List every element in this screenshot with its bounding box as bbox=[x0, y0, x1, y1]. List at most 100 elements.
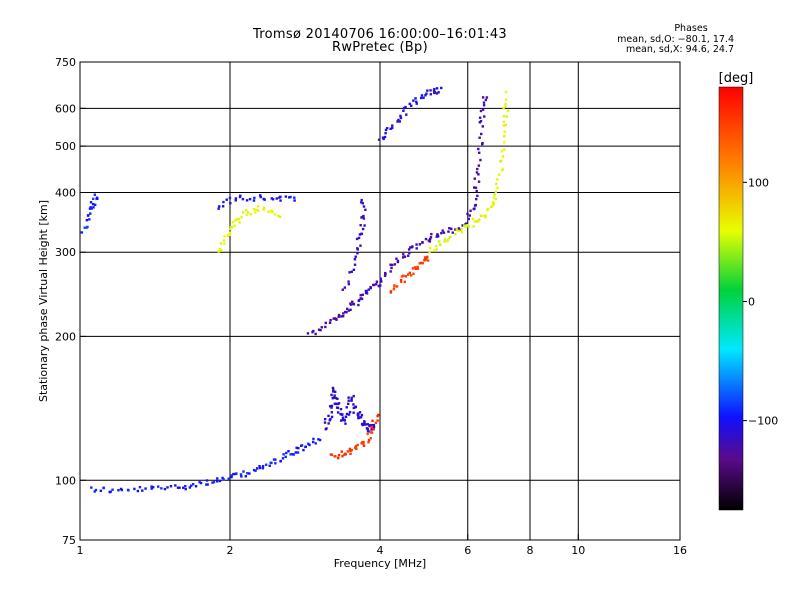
data-point bbox=[312, 329, 315, 333]
data-point bbox=[384, 128, 388, 132]
data-point bbox=[341, 455, 344, 458]
data-point bbox=[402, 253, 405, 256]
data-point bbox=[133, 487, 136, 491]
data-point bbox=[117, 489, 120, 492]
data-point bbox=[351, 300, 354, 303]
data-point bbox=[141, 489, 144, 492]
data-point bbox=[166, 486, 169, 489]
data-point bbox=[362, 214, 365, 218]
data-point bbox=[472, 225, 475, 228]
data-point bbox=[491, 200, 495, 204]
data-point bbox=[342, 312, 345, 315]
data-point bbox=[403, 106, 406, 110]
data-point bbox=[205, 483, 208, 486]
data-point bbox=[356, 248, 359, 251]
data-point bbox=[410, 245, 414, 249]
data-point bbox=[478, 136, 481, 139]
data-point bbox=[354, 405, 358, 408]
data-point bbox=[270, 197, 274, 200]
data-point bbox=[90, 486, 93, 489]
data-point bbox=[437, 240, 441, 243]
data-point bbox=[352, 303, 356, 306]
data-point bbox=[174, 484, 177, 487]
data-point bbox=[329, 417, 332, 421]
data-point bbox=[426, 89, 429, 92]
data-point bbox=[120, 488, 124, 492]
data-point bbox=[327, 422, 330, 425]
data-point bbox=[336, 406, 340, 410]
data-point bbox=[404, 275, 408, 278]
data-point bbox=[460, 228, 463, 231]
data-point bbox=[384, 272, 387, 276]
phases-title: Phases bbox=[674, 23, 708, 34]
data-point bbox=[340, 450, 343, 453]
data-point bbox=[442, 231, 446, 234]
data-point bbox=[328, 405, 332, 408]
data-point bbox=[241, 211, 245, 214]
data-point bbox=[360, 297, 364, 301]
data-point bbox=[248, 197, 252, 201]
data-point bbox=[380, 280, 383, 283]
data-point bbox=[253, 211, 257, 214]
data-point bbox=[343, 418, 346, 422]
data-point bbox=[274, 462, 277, 465]
data-point bbox=[447, 230, 450, 233]
data-point bbox=[245, 209, 248, 212]
data-point bbox=[284, 195, 288, 198]
data-point bbox=[331, 386, 335, 390]
x-tick-label: 4 bbox=[377, 544, 384, 557]
data-point bbox=[304, 445, 307, 449]
data-point bbox=[337, 315, 340, 318]
data-point bbox=[206, 483, 209, 486]
data-point bbox=[424, 237, 428, 241]
data-point bbox=[506, 109, 510, 113]
data-point bbox=[285, 451, 288, 455]
data-point bbox=[477, 218, 481, 221]
data-point bbox=[369, 437, 373, 440]
data-point bbox=[408, 271, 411, 275]
data-point bbox=[360, 413, 364, 417]
data-point bbox=[367, 288, 370, 291]
data-point bbox=[419, 261, 423, 265]
colorbar-tick-label: 100 bbox=[748, 176, 769, 189]
data-point bbox=[484, 98, 488, 102]
data-point bbox=[360, 232, 363, 236]
data-point bbox=[239, 473, 243, 476]
data-point bbox=[355, 447, 358, 451]
data-point bbox=[275, 197, 278, 200]
data-point bbox=[268, 464, 271, 467]
data-point bbox=[505, 115, 508, 118]
data-point bbox=[252, 207, 256, 211]
data-point bbox=[401, 256, 405, 259]
data-point bbox=[211, 481, 214, 484]
data-point bbox=[312, 437, 315, 441]
data-point bbox=[199, 481, 203, 485]
data-point bbox=[364, 291, 368, 295]
data-point bbox=[481, 96, 485, 99]
data-point bbox=[296, 451, 300, 454]
data-point bbox=[215, 480, 219, 483]
data-point bbox=[367, 438, 371, 442]
data-point bbox=[457, 227, 461, 230]
data-point bbox=[287, 450, 290, 453]
data-point bbox=[369, 286, 372, 290]
data-point bbox=[426, 256, 429, 259]
data-point bbox=[292, 453, 295, 456]
data-point bbox=[357, 414, 360, 418]
data-point bbox=[389, 263, 392, 266]
data-point bbox=[364, 208, 367, 212]
data-point bbox=[467, 217, 470, 221]
data-point bbox=[415, 102, 418, 105]
data-point bbox=[366, 429, 370, 433]
data-point bbox=[389, 290, 393, 293]
data-point bbox=[435, 235, 438, 238]
data-point bbox=[379, 277, 382, 280]
data-point bbox=[486, 208, 489, 212]
data-point bbox=[502, 141, 506, 144]
data-point bbox=[138, 485, 142, 489]
data-point bbox=[212, 480, 216, 484]
data-point bbox=[344, 310, 347, 314]
data-point bbox=[502, 115, 506, 118]
data-point bbox=[330, 406, 333, 409]
data-point bbox=[477, 173, 480, 176]
